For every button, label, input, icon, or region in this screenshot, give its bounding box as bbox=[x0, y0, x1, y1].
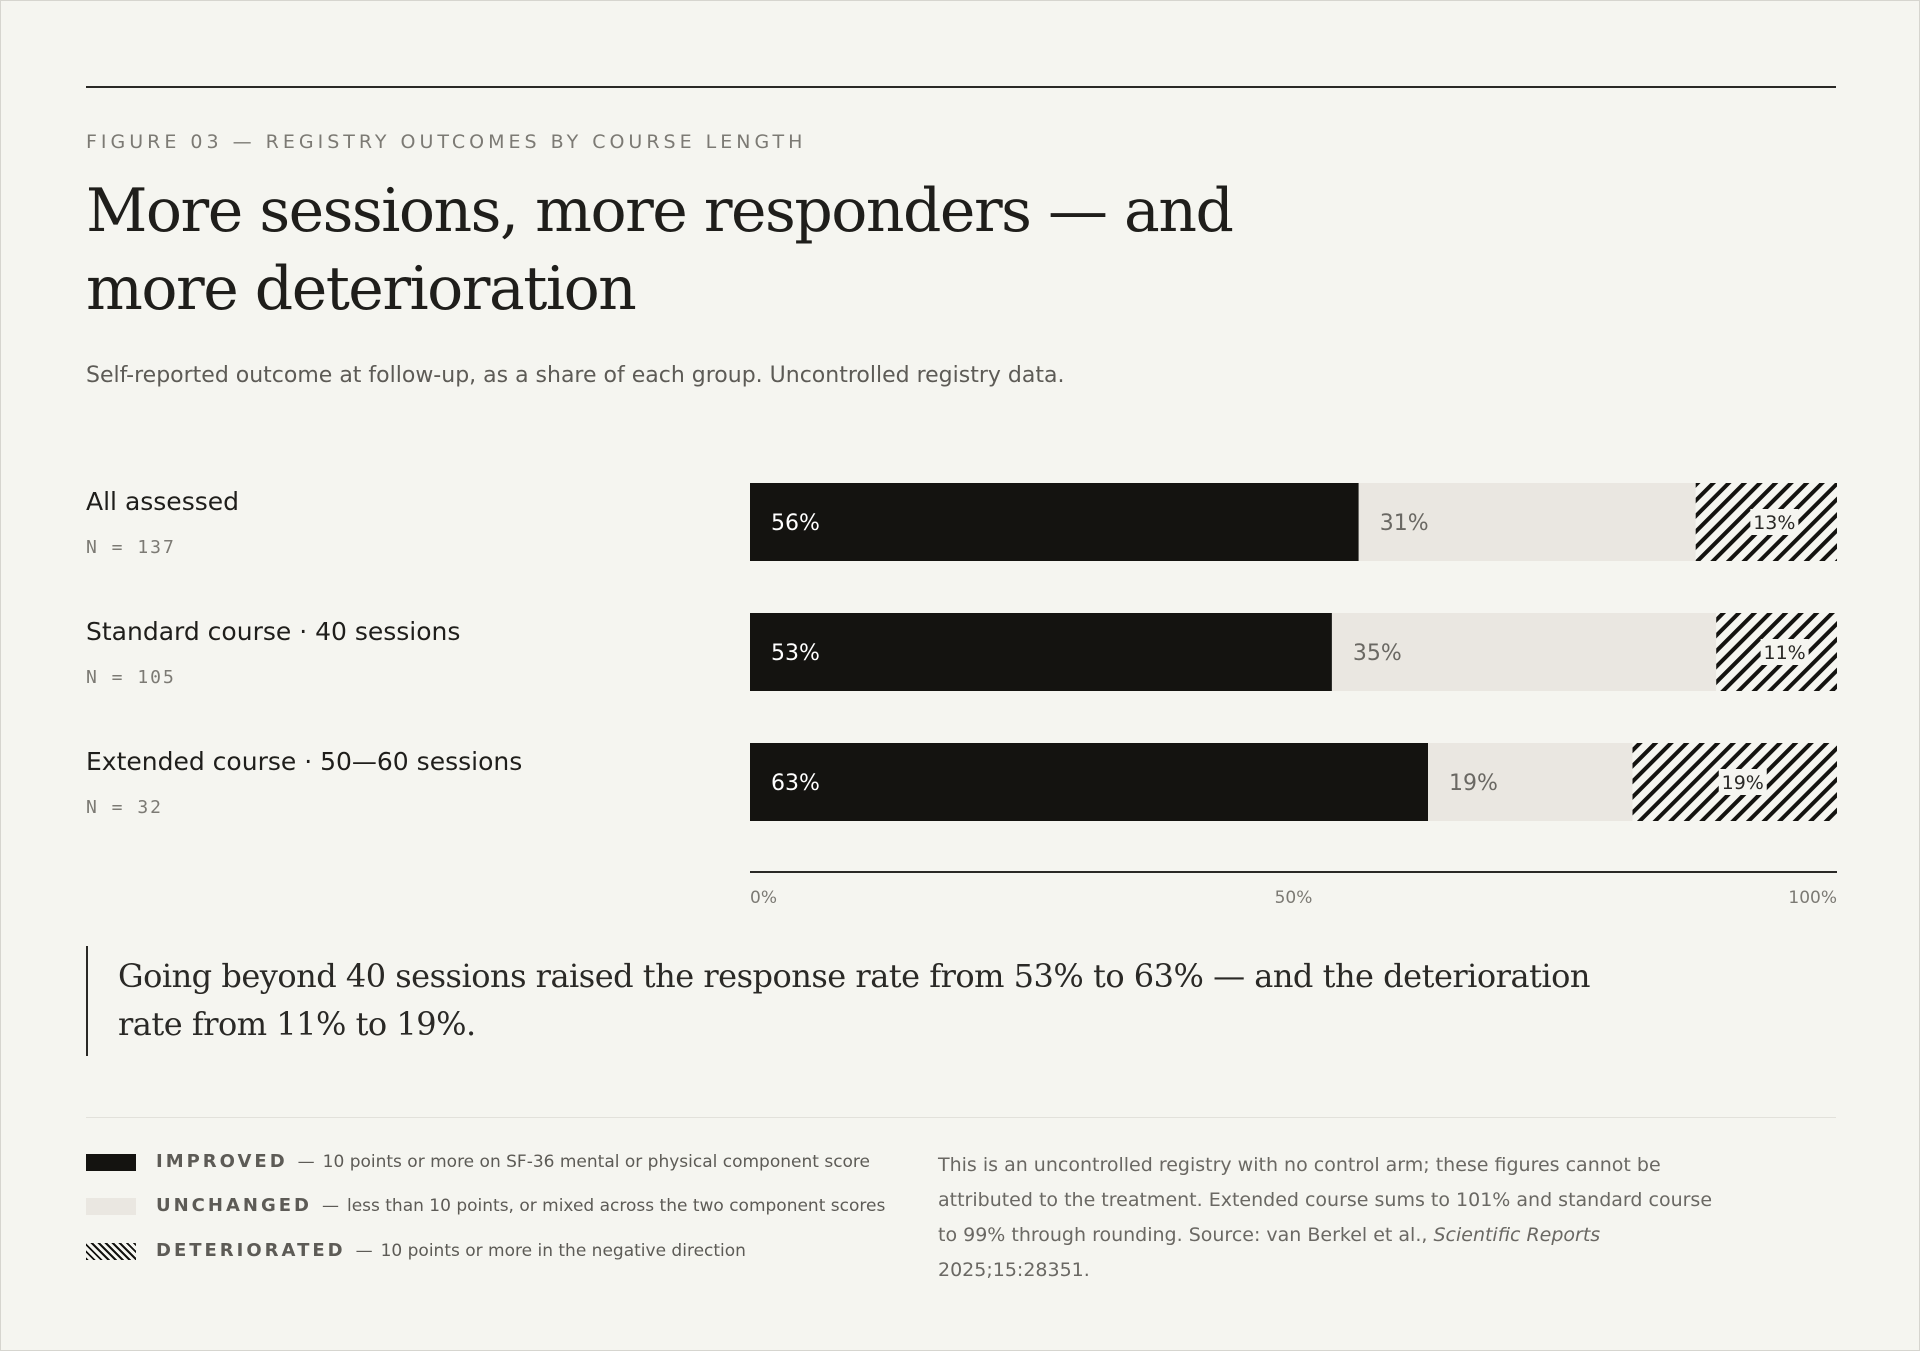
bar-label-unchanged-1: 31% bbox=[1380, 511, 1429, 536]
figure-title: More sessions, more responders — and mor… bbox=[86, 176, 1234, 324]
legend-swatch-improved bbox=[86, 1154, 136, 1171]
row-label-extended: Extended course · 50—60 sessions bbox=[86, 747, 523, 776]
note-journal: Scientific Reports bbox=[1433, 1224, 1601, 1246]
row-label-all: All assessed bbox=[86, 487, 239, 516]
figure-eyebrow: FIGURE 03 — REGISTRY OUTCOMES BY COURSE … bbox=[86, 131, 807, 153]
row-n-extended: N = 32 bbox=[86, 797, 164, 818]
legend-desc-improved: 10 points or more on SF-36 mental or phy… bbox=[322, 1152, 871, 1172]
bar-label-bg-deteriorated-2 bbox=[1760, 639, 1809, 665]
bar-improved-1 bbox=[750, 483, 1359, 561]
stacked-bar-chart: 56% 31% 13% 53% 35% 11% 63% 19% 19% 0% 50% 100% bbox=[750, 483, 1837, 908]
note-ref: 2025;15:28351. bbox=[938, 1259, 1090, 1281]
legend-divider bbox=[86, 1117, 1836, 1118]
row-n-standard: N = 105 bbox=[86, 667, 176, 688]
legend-key-deteriorated: DETERIORATED bbox=[156, 1240, 346, 1261]
x-tick-label-1: 50% bbox=[1275, 888, 1313, 908]
bar-label-bg-deteriorated-1 bbox=[1750, 509, 1799, 535]
bar-label-improved-1: 56% bbox=[771, 511, 820, 536]
bar-improved-3 bbox=[750, 743, 1429, 821]
x-tick-label-0: 0% bbox=[750, 888, 777, 908]
callout-rule bbox=[86, 946, 88, 1056]
row-label-standard: Standard course · 40 sessions bbox=[86, 617, 461, 646]
bar-label-deteriorated-3: 19% bbox=[1722, 772, 1764, 794]
source-note: This is an uncontrolled registry with no… bbox=[938, 1148, 1718, 1288]
bar-label-unchanged-3: 19% bbox=[1449, 771, 1498, 796]
bar-label-deteriorated-1: 13% bbox=[1753, 512, 1795, 534]
bar-unchanged-2 bbox=[1331, 613, 1717, 691]
x-tick-label-2: 100% bbox=[1788, 888, 1837, 908]
legend-key-unchanged: UNCHANGED bbox=[156, 1195, 312, 1216]
bar-improved-2 bbox=[750, 613, 1332, 691]
legend-swatch-unchanged bbox=[86, 1198, 136, 1215]
bar-unchanged-1 bbox=[1358, 483, 1696, 561]
legend-swatch-deteriorated bbox=[86, 1243, 136, 1260]
top-rule bbox=[86, 86, 1836, 88]
legend-desc-deteriorated: 10 points or more in the negative direct… bbox=[380, 1241, 746, 1261]
bar-label-bg-deteriorated-3 bbox=[1718, 769, 1767, 795]
bar-label-deteriorated-2: 11% bbox=[1763, 642, 1805, 664]
legend-key-improved: IMPROVED bbox=[156, 1151, 288, 1172]
bar-label-unchanged-2: 35% bbox=[1353, 641, 1402, 666]
bar-label-improved-3: 63% bbox=[771, 771, 820, 796]
note-text: This is an uncontrolled registry with no… bbox=[938, 1154, 1713, 1246]
row-n-all: N = 137 bbox=[86, 537, 176, 558]
callout-text: Going beyond 40 sessions raised the resp… bbox=[118, 957, 1591, 1043]
legend-desc-unchanged: less than 10 points, or mixed across the… bbox=[346, 1196, 886, 1216]
figure-subtitle: Self-reported outcome at follow-up, as a… bbox=[86, 363, 1065, 388]
bar-unchanged-3 bbox=[1428, 743, 1633, 821]
bar-label-improved-2: 53% bbox=[771, 641, 820, 666]
